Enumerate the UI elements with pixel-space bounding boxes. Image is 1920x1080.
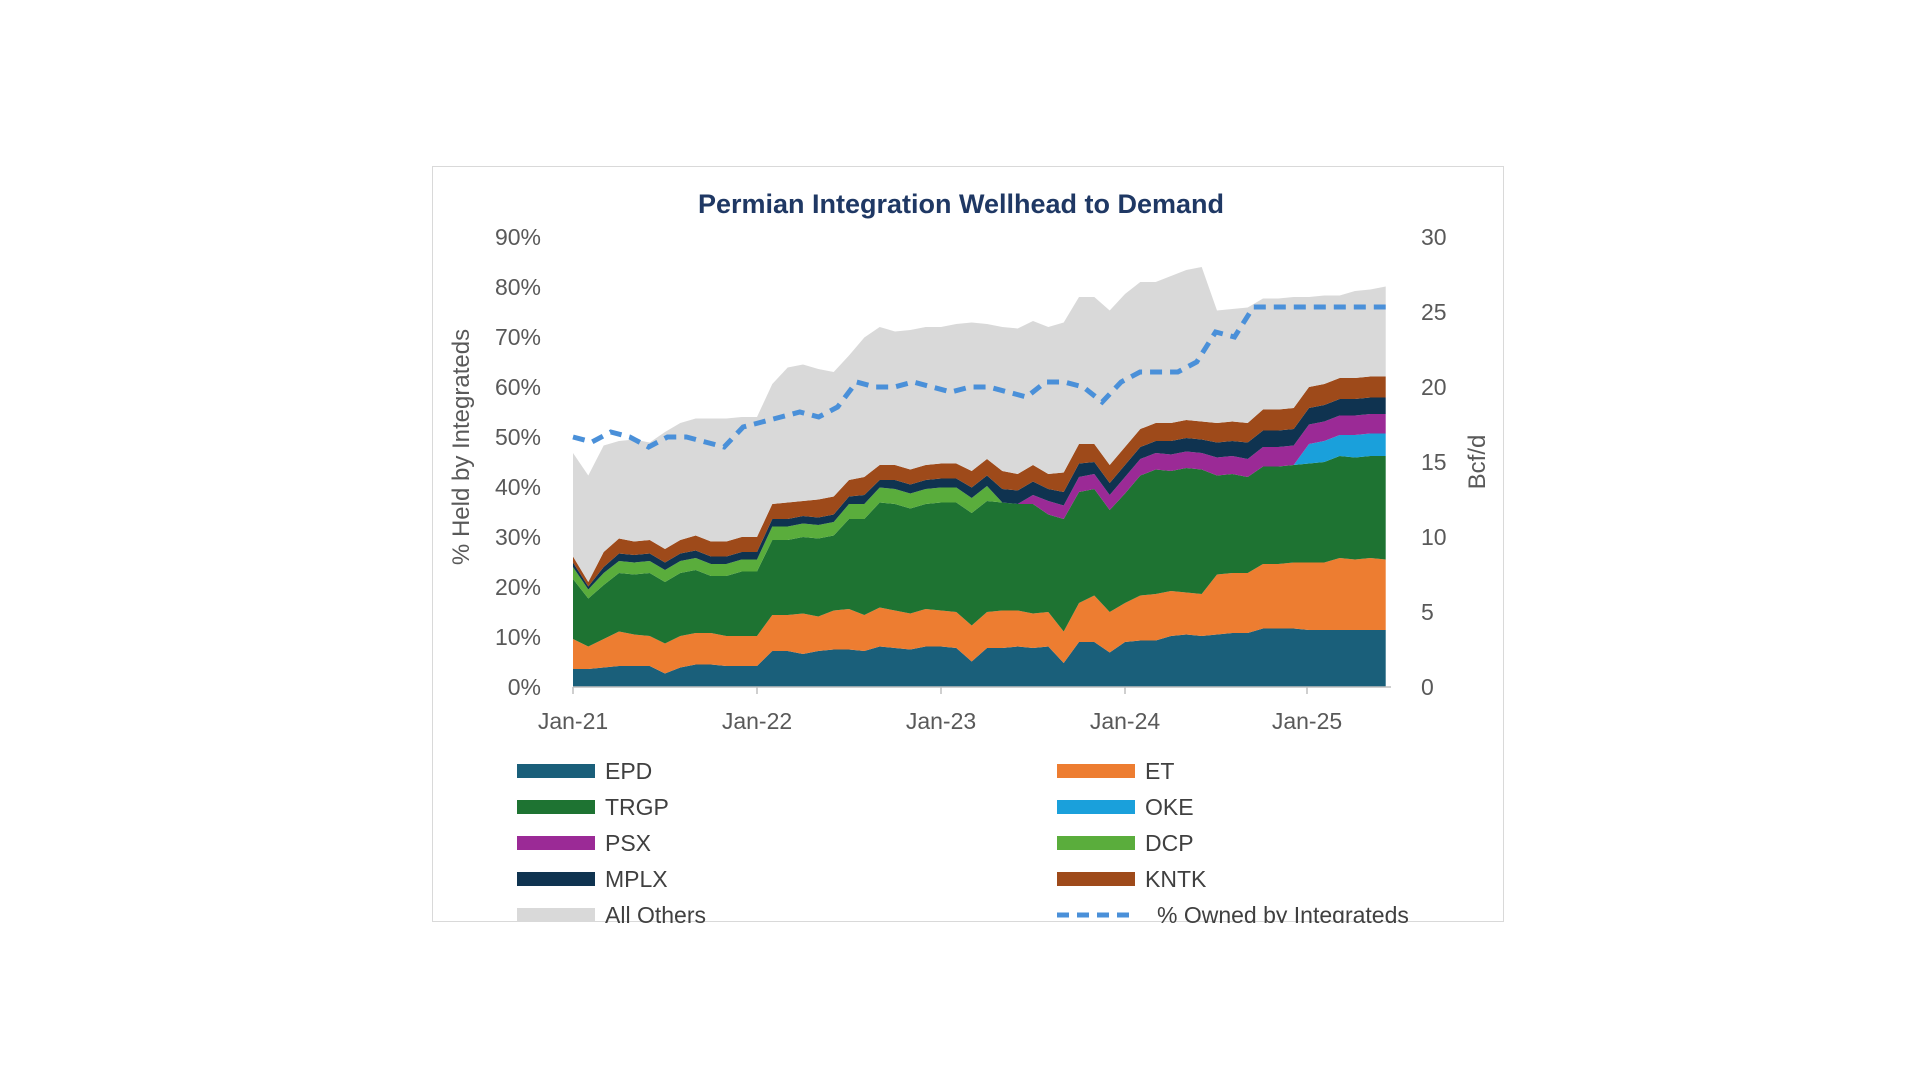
chart-svg: Permian Integration Wellhead to Demand J… (448, 189, 1491, 923)
area-et (573, 558, 1386, 674)
legend: EPD ET TRGP OKE PSX DCP MPLX KNTK All Others % Ow… (517, 758, 1409, 923)
area-series-group (573, 267, 1386, 687)
y-right-tick-label: 20 (1421, 374, 1447, 400)
legend-label-et: ET (1145, 758, 1174, 784)
y-axis-right-title: Bcf/d (1464, 435, 1491, 490)
y-left-tick-label: 70% (495, 324, 541, 350)
x-tick-label: Jan-22 (722, 708, 792, 734)
line-owned-by-integrateds (572, 304, 1386, 450)
area-trgp (573, 456, 1386, 647)
legend-label-psx: PSX (605, 830, 651, 856)
chart-title: Permian Integration Wellhead to Demand (698, 189, 1224, 219)
y-axis-left-title: % Held by Integrateds (448, 329, 475, 565)
y-right-tick-label: 25 (1421, 299, 1447, 325)
y-left-tick-label: 90% (495, 224, 541, 250)
legend-swatch-mplx (517, 872, 595, 886)
legend-label-mplx: MPLX (605, 866, 668, 892)
area-dcp (573, 414, 1386, 599)
area-mplx (573, 397, 1386, 590)
y-right-tick-label: 10 (1421, 524, 1447, 550)
y-left-tick-label: 20% (495, 574, 541, 600)
y-left-tick-label: 60% (495, 374, 541, 400)
chart-frame: Permian Integration Wellhead to Demand J… (432, 166, 1504, 923)
y-left-tick-label: 50% (495, 424, 541, 450)
legend-swatch-all-others (517, 908, 595, 922)
y-left-tick-label: 40% (495, 474, 541, 500)
legend-label-all-others: All Others (605, 902, 706, 923)
area-epd (573, 628, 1386, 687)
legend-label-trgp: TRGP (605, 794, 669, 820)
legend-swatch-et (1057, 764, 1135, 778)
y-right-tick-label: 0 (1421, 674, 1434, 700)
legend-swatch-kntk (1057, 872, 1135, 886)
y-right-tick-label: 15 (1421, 449, 1447, 475)
legend-label-dcp: DCP (1145, 830, 1194, 856)
legend-swatch-oke (1057, 800, 1135, 814)
legend-label-kntk: KNTK (1145, 866, 1207, 892)
legend-swatch-epd (517, 764, 595, 778)
area-all-others (573, 267, 1386, 582)
y-left-tick-label: 10% (495, 624, 541, 650)
axes-group: Jan-21 Jan-22 Jan-23 Jan-24 Jan-25 0% 10% 20% 30… (495, 224, 1447, 734)
legend-label-epd: EPD (605, 758, 652, 784)
legend-swatch-psx (517, 836, 595, 850)
area-psx (573, 414, 1386, 599)
y-left-tick-label: 80% (495, 274, 541, 300)
x-tick-label: Jan-24 (1090, 708, 1161, 734)
legend-swatch-dcp (1057, 836, 1135, 850)
x-tick-label: Jan-21 (538, 708, 608, 734)
legend-label-owned-by-integrateds: % Owned by Integrateds (1157, 902, 1409, 923)
y-right-tick-label: 5 (1421, 599, 1434, 625)
y-left-tick-label: 30% (495, 524, 541, 550)
y-left-tick-label: 0% (508, 674, 541, 700)
legend-label-oke: OKE (1145, 794, 1194, 820)
x-tick-label: Jan-25 (1272, 708, 1342, 734)
line-series-group (572, 304, 1386, 450)
x-tick-label: Jan-23 (906, 708, 976, 734)
area-kntk (573, 376, 1386, 587)
y-right-tick-label: 30 (1421, 224, 1447, 250)
legend-swatch-trgp (517, 800, 595, 814)
